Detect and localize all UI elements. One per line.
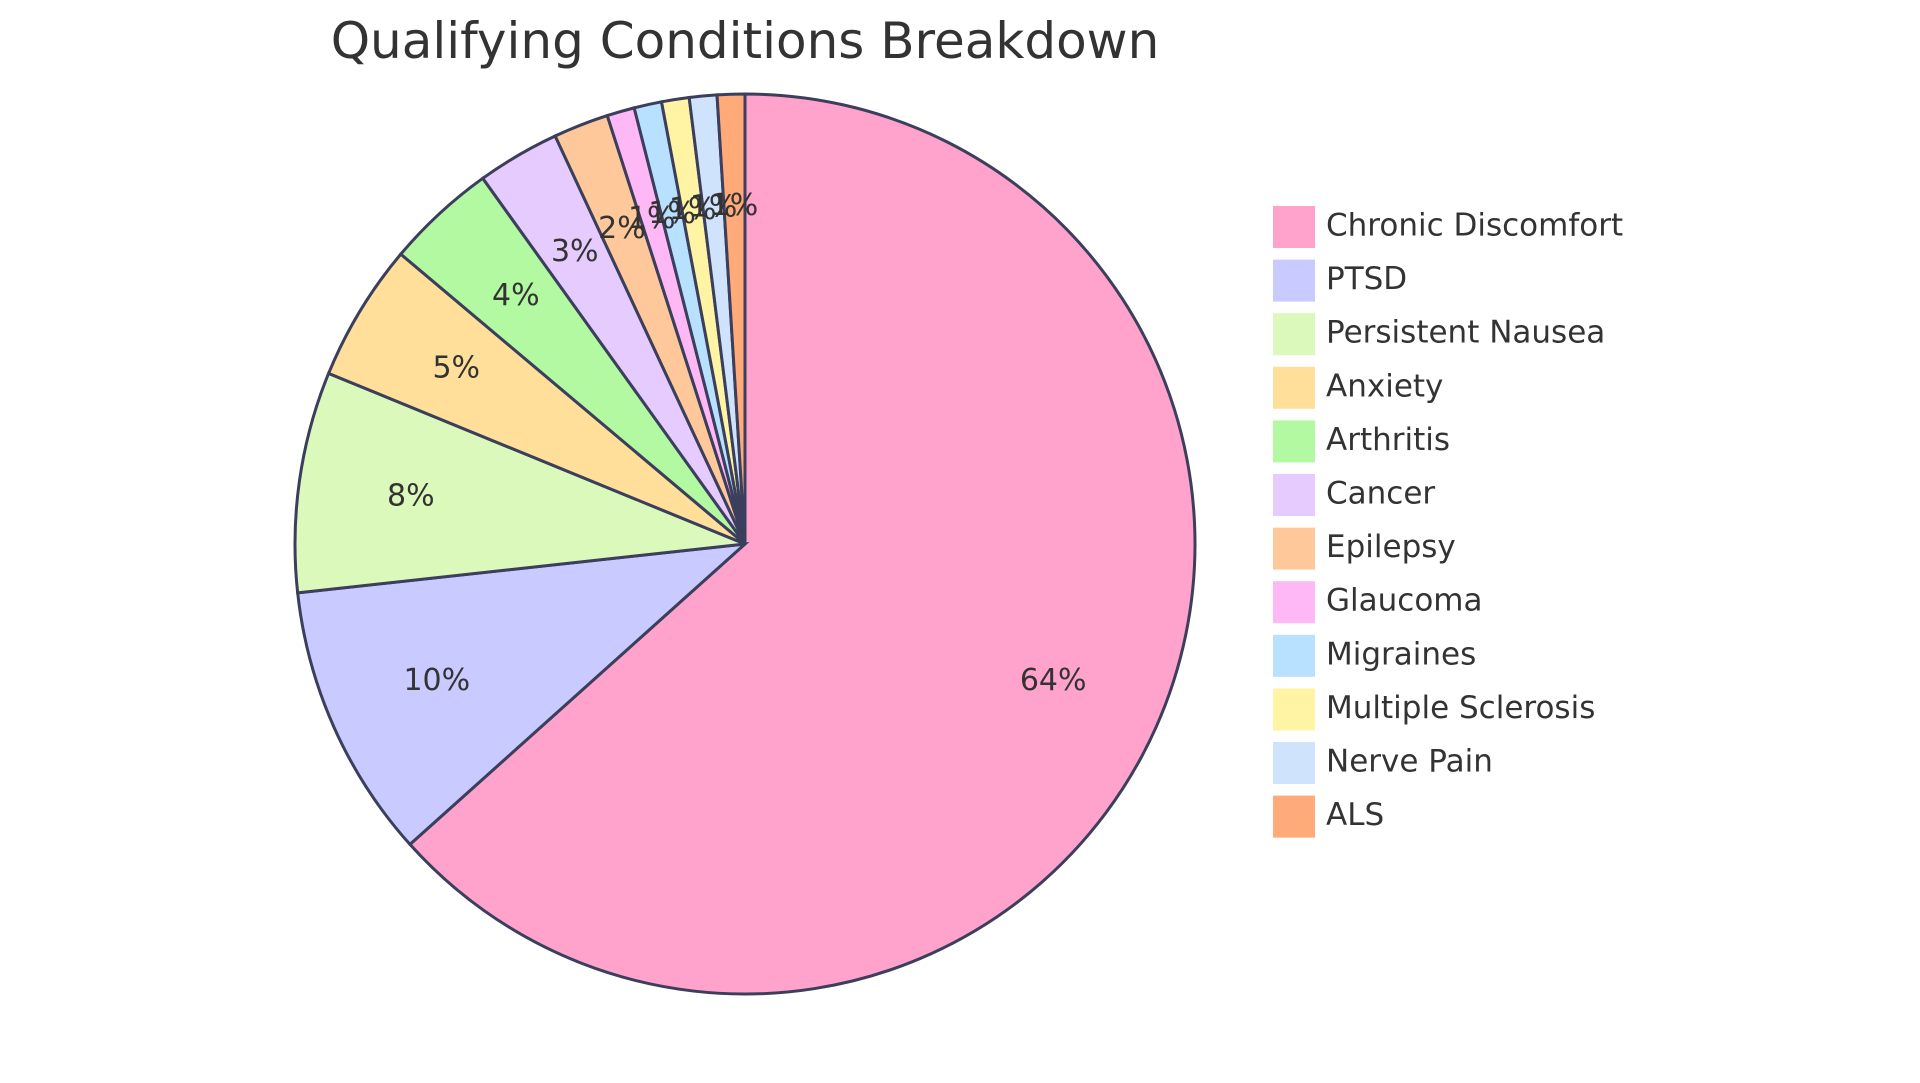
slice-label: 1% (669, 192, 717, 227)
slice-label: 1% (690, 189, 738, 224)
pie-slice-chronic-discomfort (407, 92, 1197, 996)
legend-label: Migraines (1326, 636, 1476, 672)
legend-swatch (1271, 525, 1317, 572)
legend-label: Arthritis (1326, 422, 1450, 458)
legend-label: Multiple Sclerosis (1326, 690, 1595, 726)
legend-label: Epilepsy (1326, 529, 1456, 565)
slice-label: 10% (403, 663, 470, 698)
pie-slice-als (715, 92, 747, 545)
legend-swatch (1271, 257, 1317, 304)
legend-swatch (1271, 793, 1317, 840)
legend-swatch (1271, 364, 1317, 411)
legend-swatch (1271, 311, 1317, 358)
legend-swatch (1271, 418, 1317, 465)
slice-label: 3% (551, 234, 599, 269)
slice-label: 1% (711, 188, 759, 223)
slice-label: 2% (598, 211, 646, 246)
legend-swatch (1271, 579, 1317, 626)
pie-slice-labels: 64%10%8%5%4%3%2%1%1%1%1%1% (387, 188, 1087, 698)
legend-swatch (1271, 740, 1317, 786)
legend-swatch (1271, 686, 1317, 733)
slice-label: 1% (628, 201, 676, 236)
legend-swatch (1271, 204, 1317, 250)
slice-label: 4% (492, 278, 540, 313)
legend-label: Persistent Nausea (1326, 315, 1605, 351)
legend: Chronic Discomfort PTSD Persistent Nausea A… (1271, 204, 1623, 840)
slice-label: 5% (432, 351, 480, 386)
pie-slice-ptsd (296, 542, 750, 847)
slice-label: 8% (387, 478, 435, 513)
legend-swatch (1271, 472, 1317, 518)
legend-swatch (1271, 632, 1317, 679)
slice-label: 1% (648, 196, 696, 231)
chart-title: Qualifying Conditions Breakdown (331, 12, 1160, 70)
slice-label: 64% (1020, 663, 1087, 698)
legend-label: Chronic Discomfort (1326, 208, 1623, 244)
pie-slice-persistent-nausea (293, 371, 746, 595)
legend-label: ALS (1326, 797, 1384, 833)
legend-label: Anxiety (1326, 368, 1443, 404)
legend-label: Nerve Pain (1326, 744, 1493, 780)
legend-label: Glaucoma (1326, 583, 1482, 619)
pie-slices (293, 92, 1197, 996)
legend-label: PTSD (1326, 261, 1407, 297)
legend-label: Cancer (1326, 476, 1435, 512)
